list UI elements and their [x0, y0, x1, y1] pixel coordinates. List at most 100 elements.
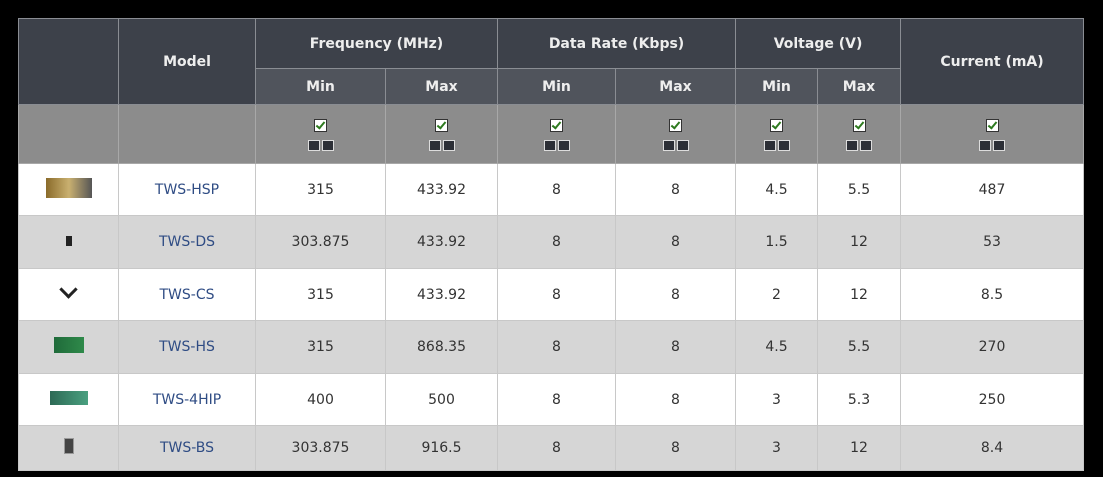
value: 433.92	[417, 234, 466, 250]
model-link[interactable]: TWS-CS	[160, 287, 215, 303]
value: 12	[850, 287, 868, 303]
model-cell: TWS-HSP	[119, 164, 256, 216]
model-link[interactable]: TWS-HSP	[155, 182, 219, 198]
sort-down[interactable]	[558, 140, 570, 151]
value: 315	[307, 182, 334, 198]
checkbox[interactable]	[435, 119, 448, 132]
checkbox[interactable]	[986, 119, 999, 132]
filter-cell	[901, 105, 1084, 164]
model-link[interactable]: TWS-4HIP	[153, 392, 221, 408]
value: 5.5	[848, 339, 870, 355]
value-cell: 8	[498, 164, 616, 216]
model-link[interactable]: TWS-BS	[160, 440, 214, 456]
value-cell: 12	[818, 216, 901, 269]
product-image-cell	[19, 374, 119, 426]
sort-up[interactable]	[979, 140, 991, 151]
value: 53	[983, 234, 1001, 250]
model-header: Model	[119, 19, 256, 105]
sort-up[interactable]	[663, 140, 675, 151]
value-cell: 8	[498, 426, 616, 471]
value-cell: 270	[901, 321, 1084, 374]
value-cell: 5.3	[818, 374, 901, 426]
image-header	[19, 19, 119, 105]
filter-cell	[736, 105, 818, 164]
group-header: Data Rate (Kbps)	[498, 19, 736, 69]
sort-up[interactable]	[764, 140, 776, 151]
value-cell: 5.5	[818, 164, 901, 216]
sort-down[interactable]	[860, 140, 872, 151]
value: 8.5	[981, 287, 1003, 303]
sort-up[interactable]	[846, 140, 858, 151]
checkbox[interactable]	[770, 119, 783, 132]
data-row: TWS-HS315868.35884.55.5270	[19, 321, 1084, 374]
filter-cell	[386, 105, 498, 164]
checkbox[interactable]	[853, 119, 866, 132]
value-cell: 500	[386, 374, 498, 426]
value-cell: 8	[616, 269, 736, 321]
page: ModelFrequency (MHz)Data Rate (Kbps)Volt…	[0, 0, 1103, 477]
value-cell: 303.875	[256, 426, 386, 471]
subheader: Min	[736, 69, 818, 105]
value: 433.92	[417, 287, 466, 303]
value-cell: 315	[256, 164, 386, 216]
checkbox[interactable]	[314, 119, 327, 132]
value: 8	[671, 392, 680, 408]
model-link[interactable]: TWS-HS	[159, 339, 215, 355]
sort-up[interactable]	[308, 140, 320, 151]
value: 8	[671, 440, 680, 456]
model-cell: TWS-CS	[119, 269, 256, 321]
product-image-cell	[19, 216, 119, 269]
value-cell: 4.5	[736, 164, 818, 216]
checkbox[interactable]	[669, 119, 682, 132]
product-image	[46, 178, 92, 198]
value: 315	[307, 287, 334, 303]
sort-up[interactable]	[544, 140, 556, 151]
product-image-cell	[19, 164, 119, 216]
subheader: Min	[256, 69, 386, 105]
value: 487	[979, 182, 1006, 198]
value-cell: 433.92	[386, 269, 498, 321]
product-image	[50, 391, 88, 405]
value-cell: 868.35	[386, 321, 498, 374]
value-cell: 12	[818, 426, 901, 471]
value: 8	[552, 392, 561, 408]
sort-down[interactable]	[443, 140, 455, 151]
sort-up[interactable]	[429, 140, 441, 151]
sort-down[interactable]	[778, 140, 790, 151]
group-header: Frequency (MHz)	[256, 19, 498, 69]
value: 500	[428, 392, 455, 408]
filter-cell	[818, 105, 901, 164]
value-cell: 433.92	[386, 164, 498, 216]
product-image-cell	[19, 426, 119, 471]
value: 1.5	[765, 234, 787, 250]
value-cell: 4.5	[736, 321, 818, 374]
value: 303.875	[292, 234, 350, 250]
value: 5.5	[848, 182, 870, 198]
subheader: Max	[616, 69, 736, 105]
subheader: Max	[818, 69, 901, 105]
checkbox[interactable]	[550, 119, 563, 132]
value: 3	[772, 440, 781, 456]
group-header: Voltage (V)	[736, 19, 901, 69]
sort-down[interactable]	[322, 140, 334, 151]
value-cell: 400	[256, 374, 386, 426]
value: 12	[850, 234, 868, 250]
model-cell: TWS-DS	[119, 216, 256, 269]
value-cell: 8	[498, 269, 616, 321]
value-cell: 303.875	[256, 216, 386, 269]
product-image-cell	[19, 269, 119, 321]
value-cell: 433.92	[386, 216, 498, 269]
sort-down[interactable]	[993, 140, 1005, 151]
sort-down[interactable]	[677, 140, 689, 151]
value: 8	[552, 182, 561, 198]
value: 8	[671, 287, 680, 303]
value: 4.5	[765, 339, 787, 355]
value-cell: 250	[901, 374, 1084, 426]
model-link[interactable]: TWS-DS	[159, 234, 215, 250]
